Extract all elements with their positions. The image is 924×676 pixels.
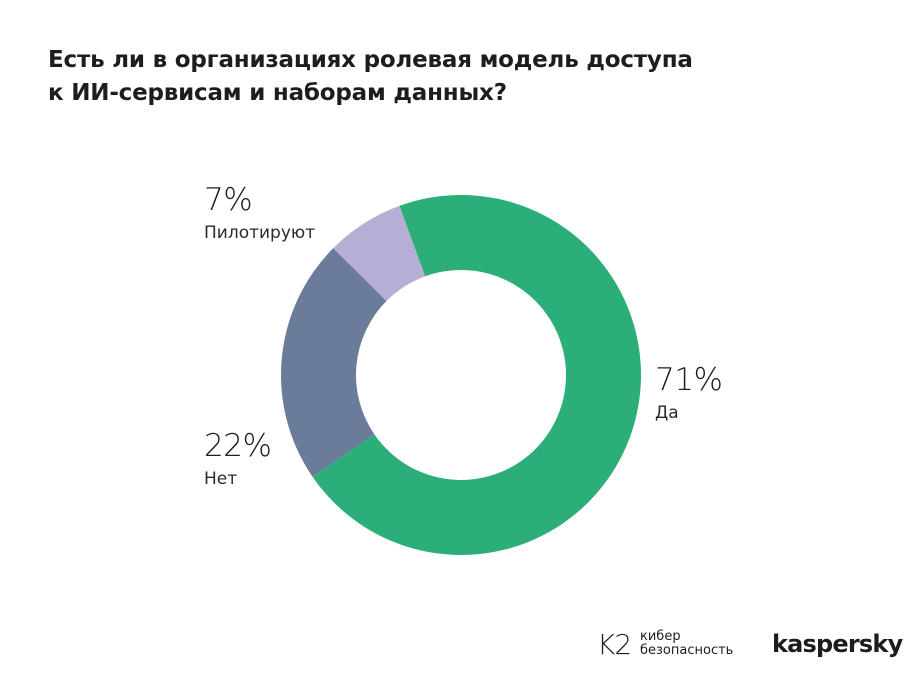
label-pilot: 7% Пилотируют — [204, 182, 315, 244]
k2-logo-text-line-1: кибер — [640, 629, 681, 644]
footer-logos: K2 кибер безопасность kaspersky — [0, 628, 924, 664]
label-no-name: Нет — [204, 469, 238, 489]
kaspersky-logo: kaspersky — [772, 630, 903, 658]
donut-slice-2 — [281, 248, 387, 477]
donut-slice-1 — [312, 195, 641, 555]
label-yes: 71% Да — [655, 362, 723, 424]
label-yes-percent: 71% — [655, 362, 723, 398]
chart-title: Есть ли в организациях ролевая модель до… — [48, 44, 768, 110]
chart-title-line-1: Есть ли в организациях ролевая модель до… — [48, 47, 693, 73]
chart-title-line-2: к ИИ-сервисам и наборам данных? — [48, 80, 507, 106]
donut-slice-3 — [333, 205, 426, 302]
label-no: 22% Нет — [204, 428, 272, 490]
k2-logo-mark: K2 — [597, 628, 632, 661]
label-pilot-name: Пилотируют — [204, 223, 316, 243]
k2-logo-text-line-2: безопасность — [640, 643, 734, 658]
label-pilot-percent: 7% — [204, 182, 253, 218]
label-yes-name: Да — [655, 403, 679, 423]
label-no-percent: 22% — [204, 428, 272, 464]
k2-logo-text: кибер безопасность — [640, 630, 733, 658]
